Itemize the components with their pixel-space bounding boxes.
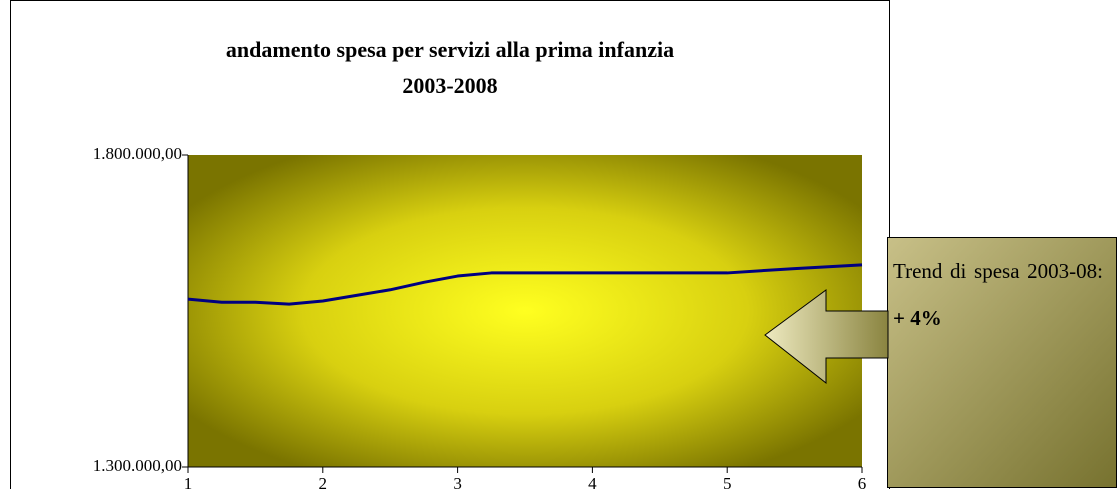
marks: 1.300.000,00 1.800.000,00 1 2 3 4 5 6 (93, 144, 867, 489)
x-tick-label: 4 (588, 474, 597, 489)
callout-arrow (764, 289, 889, 385)
y-tick-label: 1.300.000,00 (93, 456, 182, 475)
chart-title: andamento spesa per servizi alla prima i… (226, 37, 674, 62)
x-tick-label: 1 (184, 474, 193, 489)
x-tick-label: 2 (319, 474, 328, 489)
callout-box (887, 237, 1117, 488)
callout-highlight: + 4% (893, 306, 942, 330)
callout-text: Trend di spesa 2003-08: + 4% (893, 248, 1103, 342)
x-tick-label: 6 (858, 474, 867, 489)
line (187, 263, 863, 306)
plot-area (188, 155, 862, 467)
chart-title: 2003-2008 (402, 73, 497, 98)
y-tick-label: 1.800.000,00 (93, 144, 182, 163)
x-tick-label: 3 (453, 474, 462, 489)
x-tick-label: 5 (723, 474, 732, 489)
callout-main: Trend di spesa 2003-08: (893, 259, 1103, 283)
